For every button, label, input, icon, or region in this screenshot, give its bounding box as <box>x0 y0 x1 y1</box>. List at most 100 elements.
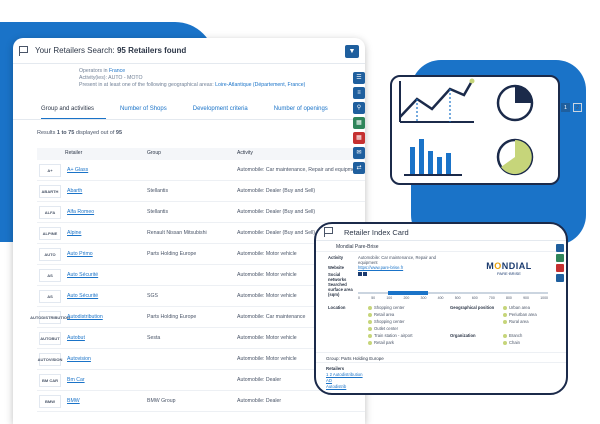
retailer-name-link[interactable]: BMW <box>67 398 80 404</box>
criteria-option[interactable]: Retail park <box>368 340 394 345</box>
tab-bar: Group and activities Number of Shops Dev… <box>13 100 365 120</box>
table-row[interactable]: AS Auto Sécurité Automobile: Motor vehicle <box>37 265 365 286</box>
scale-tick-label: 900 <box>523 296 529 300</box>
retailer-name-link[interactable]: Abarth <box>67 188 83 194</box>
retailer-logo: BMW <box>39 394 61 408</box>
criteria-option[interactable]: Periurban area <box>503 312 537 317</box>
retailer-activity: Automobile: Car maintenance <box>237 313 306 320</box>
tab-number-of-shops[interactable]: Number of Shops <box>120 106 167 112</box>
scale-tick-label: 1000 <box>540 296 548 300</box>
pdf-export-icon[interactable]: ▦ <box>353 132 365 144</box>
tab-development-criteria[interactable]: Development criteria <box>192 106 248 112</box>
surface-area-scale[interactable]: 0 50 100 200 300 400 500 600 700 800 900 1000 <box>358 291 548 302</box>
facebook-icon[interactable] <box>363 272 368 276</box>
retailer-name-link[interactable]: Auto Sécurité <box>67 272 99 278</box>
retailer-logo: ALFA <box>39 205 61 219</box>
search-icon[interactable]: ⚲ <box>353 102 365 114</box>
tab-number-of-openings[interactable]: Number of openings <box>273 106 328 112</box>
panel-title: Your Retailers Search: 95 Retailers foun… <box>35 46 187 55</box>
share-icon[interactable]: ⇄ <box>353 162 365 174</box>
table-row[interactable]: AS Auto Sécurité SGS Automobile: Motor vehi… <box>37 286 365 307</box>
retailer-group: Parts Holding Europe <box>147 314 197 320</box>
table-row[interactable]: BM CAR Bm Car Automobile: Dealer <box>37 370 365 391</box>
surface-area-range[interactable] <box>388 291 428 295</box>
pagination: 1 2 <box>561 103 582 112</box>
retailer-link[interactable]: 1 2 Autodistribution <box>326 372 363 377</box>
results-count: Results 1 to 75 displayed out of 95 <box>37 130 123 136</box>
table-row[interactable]: ALPINE Alpine Renault Nissan Mitsubishi Aut… <box>37 223 365 244</box>
share-icon[interactable] <box>556 244 564 252</box>
column-header-group[interactable]: Group <box>147 150 161 156</box>
column-header-retailer[interactable]: Retailer <box>65 150 83 156</box>
retailer-activity: Automobile: Dealer <box>237 397 282 404</box>
analytics-board <box>390 75 560 185</box>
retailer-name-link[interactable]: Auto Sécurité <box>67 293 99 299</box>
search-criteria: Operators in France Activity(ies): AUTO … <box>79 68 306 88</box>
criteria-option[interactable]: Urban area <box>503 305 530 310</box>
retailer-name-link[interactable]: Auto Primo <box>67 251 93 257</box>
card-retailers: Retailers 1 2 Autodistribution AD Autodi… <box>326 366 363 389</box>
retailer-name-link[interactable]: Bm Car <box>67 377 85 383</box>
excel-export-icon[interactable] <box>556 254 564 262</box>
criteria-option[interactable]: Shopping center <box>368 305 405 310</box>
table-row[interactable]: A+ A+ Glass Automobile: Car maintenance, R… <box>37 160 365 181</box>
table-row[interactable]: BMW BMW BMW Group Automobile: Dealer <box>37 391 365 412</box>
filter-icon[interactable]: ☰ <box>353 72 365 84</box>
retailer-name-link[interactable]: A+ Glass <box>67 167 89 173</box>
criteria-option[interactable]: Chain <box>503 340 520 345</box>
criteria-option[interactable]: Rural area <box>503 319 529 324</box>
retailer-logo: AUTODISTRIBUTION <box>30 310 70 324</box>
radio-dot-icon <box>368 305 372 310</box>
criteria-option[interactable]: Branch <box>503 333 522 338</box>
panel-header: Your Retailers Search: 95 Retailers foun… <box>13 38 365 64</box>
criteria-option[interactable]: Shopping center <box>368 319 405 324</box>
retailer-activity: Automobile: Dealer (Buy and Sell) <box>237 208 316 215</box>
retailer-group: SGS <box>147 293 158 299</box>
line-chart-point-icon <box>469 78 475 84</box>
retailer-activity: Automobile: Dealer (Buy and Sell) <box>237 187 316 194</box>
mail-icon[interactable]: ✉ <box>353 147 365 159</box>
retailer-link[interactable]: Autodistrib <box>326 384 347 389</box>
retailer-link[interactable]: AD <box>326 378 332 383</box>
tab-group-activities[interactable]: Group and activities <box>41 100 107 119</box>
table-row[interactable]: AUTO Auto Primo Parts Holding Europe Automo… <box>37 244 365 265</box>
table-row[interactable]: ALFA Alfa Romeo Stellantis Automobile: Deal… <box>37 202 365 223</box>
retailer-name-link[interactable]: Alpine <box>67 230 82 236</box>
radio-dot-icon <box>368 333 372 338</box>
line-chart-icon <box>399 80 474 118</box>
chevron-down-icon[interactable]: ▼ <box>345 45 359 58</box>
field-surface-area: Searched surface area (sqm) <box>328 282 353 297</box>
list-icon[interactable]: ≡ <box>353 87 365 99</box>
card-header: Retailer Index Card <box>316 224 566 241</box>
criteria-option[interactable]: Outlet center <box>368 326 398 331</box>
column-header-activity[interactable]: Activity <box>237 150 253 156</box>
retailer-logo: BM CAR <box>39 373 61 387</box>
field-activity: Activity Automobile: Car maintenance, Rep… <box>328 255 436 265</box>
criteria-option[interactable]: Retail area <box>368 312 394 317</box>
retailer-name-link[interactable]: Autodistribution <box>67 314 103 320</box>
table-row[interactable]: AUTOBUT Autobut Sesta Automobile: Motor veh… <box>37 328 365 349</box>
card-fields: Activity Automobile: Car maintenance, Rep… <box>316 252 566 297</box>
bar-chart-icon <box>404 139 462 176</box>
page-button-1[interactable]: 1 <box>561 103 570 112</box>
excel-export-icon[interactable]: ▦ <box>353 117 365 129</box>
retailer-activity: Automobile: Car maintenance, Repair and … <box>237 166 360 173</box>
mail-icon[interactable] <box>556 274 564 282</box>
page-button-2[interactable]: 2 <box>573 103 582 112</box>
pdf-export-icon[interactable] <box>556 264 564 272</box>
analytics-chart-icons <box>399 78 534 176</box>
table-row[interactable]: AUTOVISION Autovision Automobile: Motor ve… <box>37 349 365 370</box>
retailer-logo: AUTOVISION <box>38 352 62 366</box>
retailer-name-link[interactable]: Autobut <box>67 335 85 341</box>
scale-tick-label: 50 <box>371 296 376 300</box>
table-row[interactable]: ABARTH Abarth Stellantis Automobile: Dealer… <box>37 181 365 202</box>
retailer-table: A+ A+ Glass Automobile: Car maintenance, R… <box>30 160 365 412</box>
retailer-activity: Automobile: Motor vehicle <box>237 334 297 341</box>
retailer-name-link[interactable]: Alfa Romeo <box>67 209 95 215</box>
card-title: Retailer Index Card <box>344 227 409 237</box>
linkedin-icon[interactable] <box>358 272 362 276</box>
radio-dot-icon <box>503 305 507 310</box>
table-row[interactable]: AUTODISTRIBUTION Autodistribution Parts Ho… <box>30 307 365 328</box>
retailer-name-link[interactable]: Autovision <box>67 356 91 362</box>
criteria-option[interactable]: Train station - airport <box>368 333 412 338</box>
